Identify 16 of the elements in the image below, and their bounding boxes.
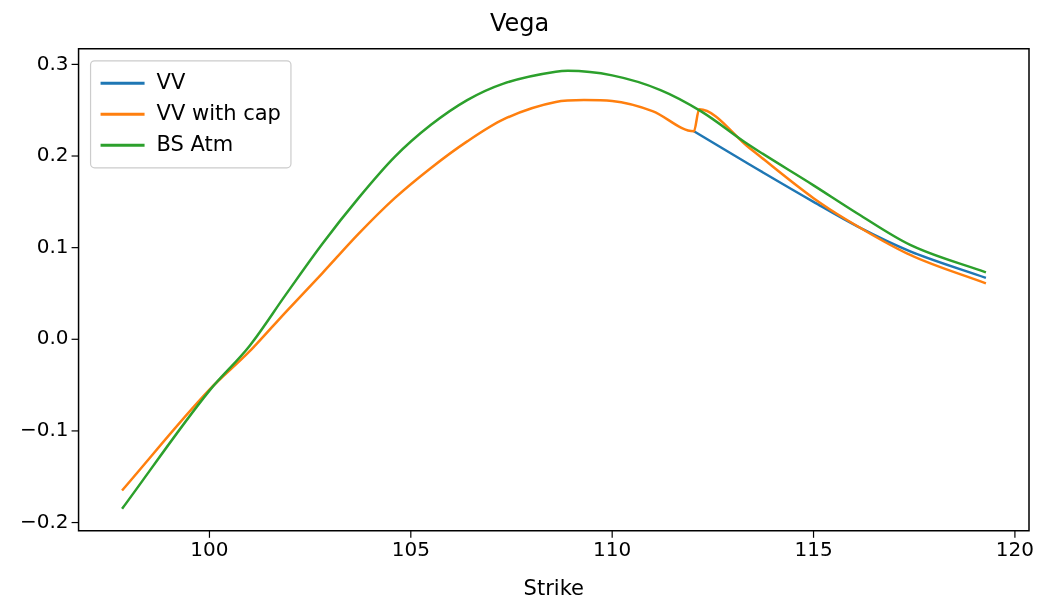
legend-label: VV: [156, 69, 186, 94]
y-tick-label: 0.3: [36, 50, 69, 75]
y-tick-label: −0.1: [19, 417, 69, 442]
x-tick-label: 115: [794, 537, 833, 561]
y-tick-label: 0.2: [36, 142, 69, 167]
x-tick-label: 120: [995, 537, 1034, 561]
chart-title: Vega: [489, 8, 550, 37]
y-tick-label: 0.0: [36, 325, 69, 350]
x-tick-label: 110: [593, 537, 632, 561]
x-tick-label: 100: [190, 537, 229, 561]
legend-label: VV with cap: [156, 100, 281, 125]
x-tick-label: 105: [391, 537, 430, 561]
legend-label: BS Atm: [156, 131, 234, 156]
y-tick-label: 0.1: [36, 233, 69, 258]
x-axis-title: Strike: [523, 575, 584, 600]
y-tick-label: −0.2: [19, 508, 69, 533]
